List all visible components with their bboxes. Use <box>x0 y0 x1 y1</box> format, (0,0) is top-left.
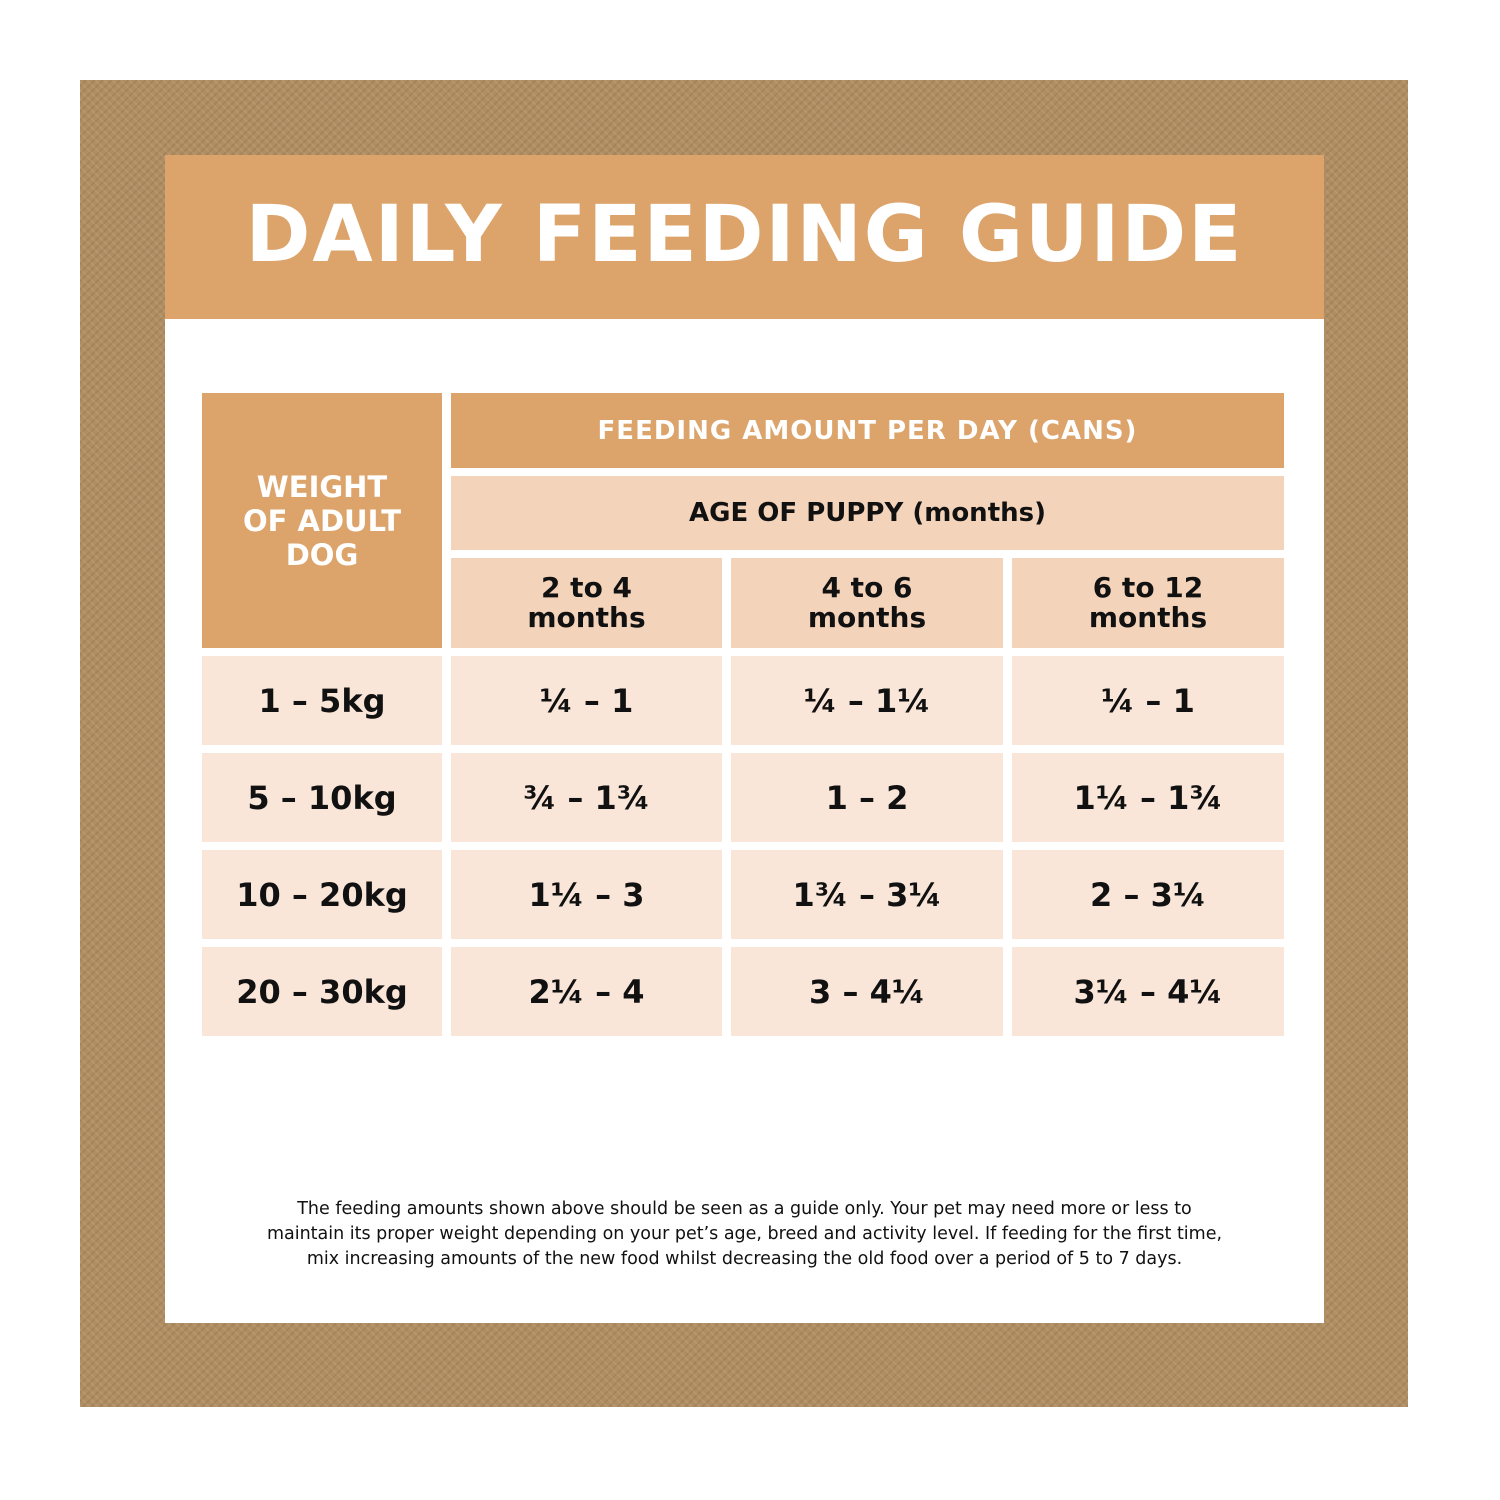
weight-cell-text: 20 – 30kg <box>236 972 408 1011</box>
age-column-line-1: 6 to 12 <box>1092 571 1204 604</box>
disclaimer-line: maintain its proper weight depending on … <box>266 1224 1223 1244</box>
amount-cell-text: 2¼ – 4 <box>528 972 645 1011</box>
amount-cell: ¾ – 1¾ <box>451 753 722 842</box>
amount-cell: 2¼ – 4 <box>451 947 722 1036</box>
amount-cell-text: ¼ – 1 <box>539 681 634 720</box>
amount-cell: 1¼ – 1¾ <box>1012 753 1284 842</box>
disclaimer-line: mix increasing amounts of the new food w… <box>306 1249 1183 1269</box>
amount-cell-text: 3¼ – 4¼ <box>1073 972 1223 1011</box>
amount-cell: ¼ – 1 <box>451 656 722 745</box>
age-of-puppy-header-text: AGE OF PUPPY (months) <box>689 498 1046 528</box>
disclaimer-line: The feeding amounts shown above should b… <box>297 1199 1192 1219</box>
age-column-line-2: months <box>527 601 646 634</box>
amount-cell-text: 2 – 3¼ <box>1090 875 1206 914</box>
amount-cell-text: ¼ – 1 <box>1101 681 1195 720</box>
age-column-line-1: 2 to 4 <box>540 571 633 604</box>
amount-cell: ¼ – 1 <box>1012 656 1284 745</box>
feeding-disclaimer: The feeding amounts shown above should b… <box>165 1197 1324 1272</box>
feeding-amount-header-text: FEEDING AMOUNT PER DAY (CANS) <box>597 415 1138 446</box>
amount-cell: 1¾ – 3¼ <box>731 850 1003 939</box>
weight-cell-text: 5 – 10kg <box>247 778 397 817</box>
weight-header-line-1: WEIGHT <box>256 469 388 504</box>
amount-cell-text: ¼ – 1¼ <box>803 681 931 720</box>
age-column-header: 2 to 4 months <box>451 558 722 648</box>
amount-cell-text: 1¼ – 3 <box>528 875 645 914</box>
weight-cell: 1 – 5kg <box>202 656 442 745</box>
amount-cell: 2 – 3¼ <box>1012 850 1284 939</box>
amount-cell: 1¼ – 3 <box>451 850 722 939</box>
page-title: DAILY FEEDING GUIDE <box>245 190 1244 280</box>
amount-cell-text: 1 – 2 <box>825 778 909 817</box>
weight-cell: 5 – 10kg <box>202 753 442 842</box>
title-banner: DAILY FEEDING GUIDE <box>165 155 1324 319</box>
weight-header-line-2: OF ADULT <box>242 503 402 538</box>
age-column-line-2: months <box>807 601 927 634</box>
amount-cell: 3¼ – 4¼ <box>1012 947 1284 1036</box>
weight-cell-text: 1 – 5kg <box>258 681 386 720</box>
age-of-puppy-header: AGE OF PUPPY (months) <box>451 476 1284 550</box>
amount-cell-text: 1¾ – 3¼ <box>792 875 942 914</box>
age-column-line-2: months <box>1088 601 1208 634</box>
feeding-amount-header: FEEDING AMOUNT PER DAY (CANS) <box>451 393 1284 468</box>
amount-cell: 3 – 4¼ <box>731 947 1003 1036</box>
weight-header-line-3: DOG <box>285 537 359 572</box>
amount-cell: 1 – 2 <box>731 753 1003 842</box>
amount-cell-text: 1¼ – 1¾ <box>1073 778 1223 817</box>
age-column-header: 4 to 6 months <box>731 558 1003 648</box>
weight-cell-text: 10 – 20kg <box>236 875 408 914</box>
age-column-line-1: 4 to 6 <box>821 571 913 604</box>
amount-cell: ¼ – 1¼ <box>731 656 1003 745</box>
feeding-guide-panel: DAILY FEEDING GUIDE WEIGHT OF ADULT DOG … <box>165 155 1324 1323</box>
weight-cell: 10 – 20kg <box>202 850 442 939</box>
amount-cell-text: ¾ – 1¾ <box>523 778 650 817</box>
weight-cell: 20 – 30kg <box>202 947 442 1036</box>
age-column-header: 6 to 12 months <box>1012 558 1284 648</box>
weight-header: WEIGHT OF ADULT DOG <box>202 393 442 648</box>
amount-cell-text: 3 – 4¼ <box>809 972 925 1011</box>
